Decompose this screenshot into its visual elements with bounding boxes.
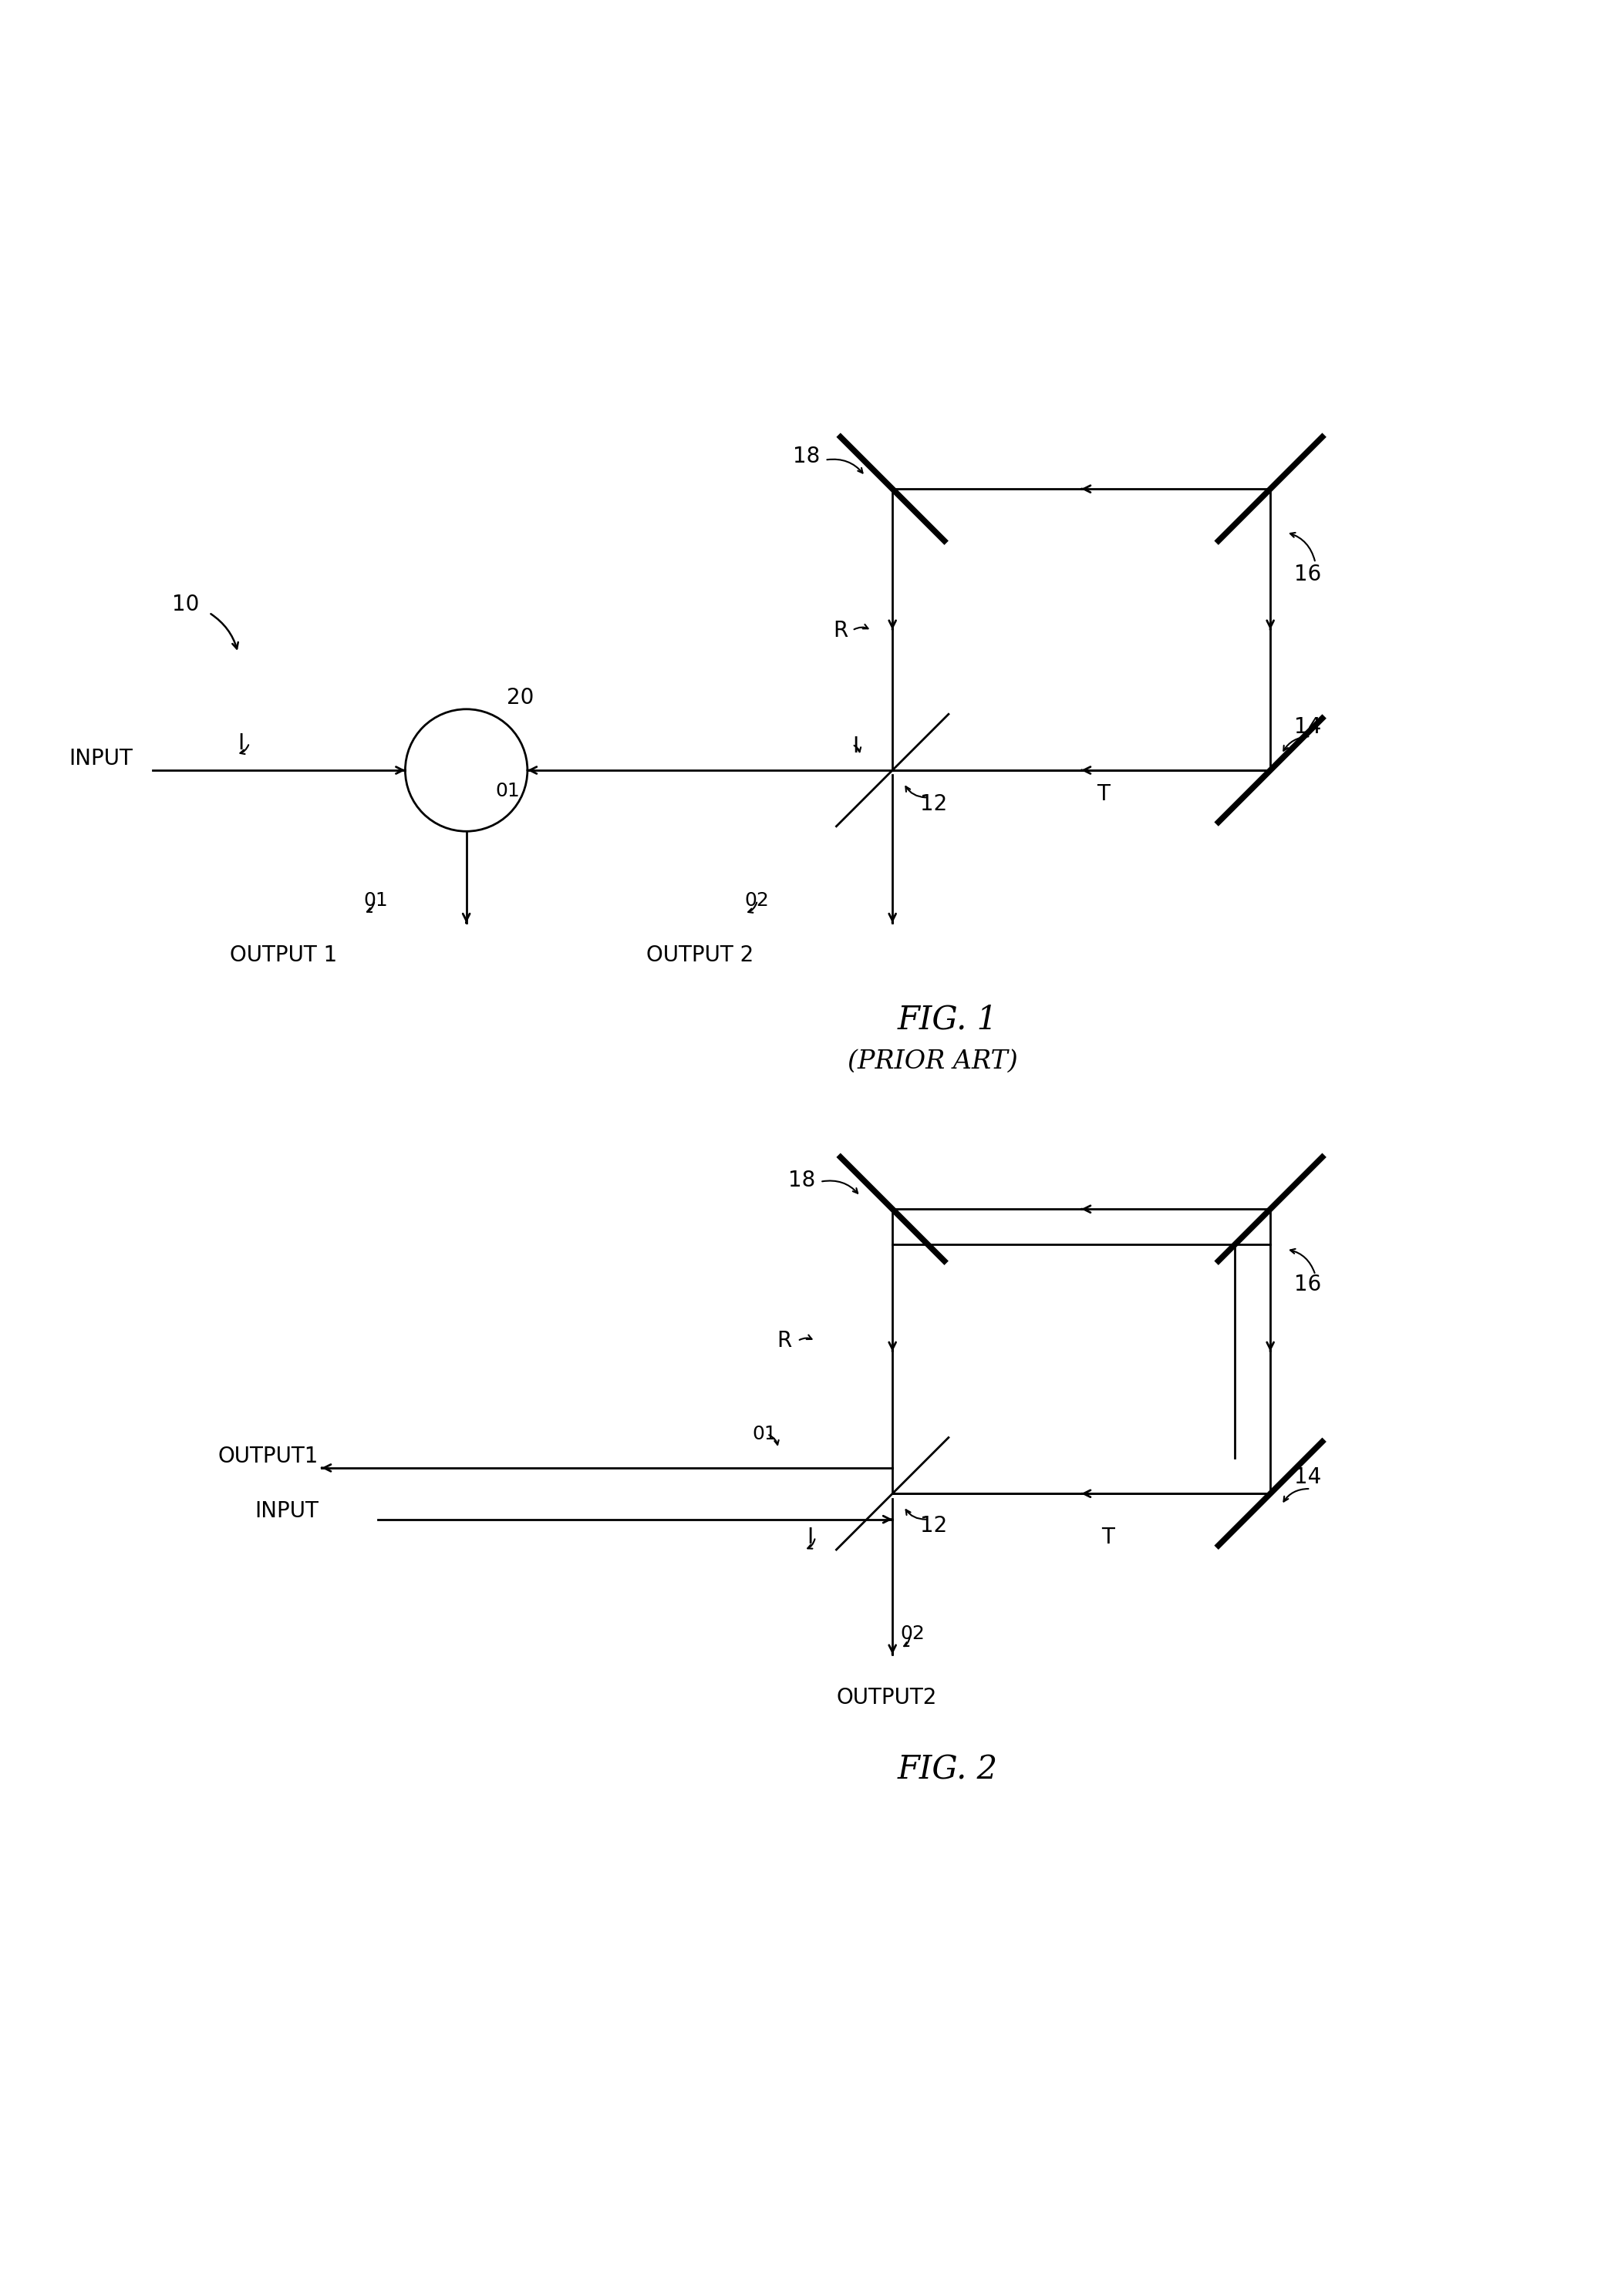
Text: OUTPUT 2: OUTPUT 2 bbox=[646, 944, 754, 967]
Text: 14: 14 bbox=[1294, 716, 1322, 737]
Text: 10: 10 bbox=[172, 595, 199, 615]
Text: INPUT: INPUT bbox=[254, 1502, 318, 1522]
Text: 18: 18 bbox=[793, 445, 820, 468]
Text: I: I bbox=[238, 732, 244, 753]
Text: FIG. 2: FIG. 2 bbox=[897, 1754, 997, 1786]
Text: 12: 12 bbox=[920, 1515, 947, 1536]
Text: 16: 16 bbox=[1294, 563, 1322, 585]
Text: (PRIOR ART): (PRIOR ART) bbox=[847, 1049, 1018, 1075]
Text: T: T bbox=[1097, 783, 1110, 806]
Text: OUTPUT 1: OUTPUT 1 bbox=[230, 944, 338, 967]
Text: 01: 01 bbox=[495, 783, 519, 801]
Text: OUTPUT2: OUTPUT2 bbox=[836, 1688, 937, 1708]
Text: 18: 18 bbox=[788, 1169, 815, 1192]
Text: 02: 02 bbox=[745, 891, 769, 909]
Text: 14: 14 bbox=[1294, 1467, 1322, 1488]
Text: INPUT: INPUT bbox=[69, 748, 133, 769]
Text: 16: 16 bbox=[1294, 1274, 1322, 1295]
Text: 12: 12 bbox=[920, 792, 947, 815]
Text: I: I bbox=[807, 1527, 814, 1548]
Text: R: R bbox=[833, 620, 847, 641]
Text: R: R bbox=[777, 1329, 791, 1352]
Text: 20: 20 bbox=[507, 687, 534, 709]
Text: OUTPUT1: OUTPUT1 bbox=[217, 1446, 318, 1467]
Text: I: I bbox=[852, 735, 859, 758]
Text: 02: 02 bbox=[900, 1623, 925, 1642]
Text: 01: 01 bbox=[363, 891, 388, 909]
Text: T: T bbox=[1101, 1527, 1114, 1548]
Text: 01: 01 bbox=[753, 1426, 777, 1444]
Text: FIG. 1: FIG. 1 bbox=[897, 1003, 997, 1035]
